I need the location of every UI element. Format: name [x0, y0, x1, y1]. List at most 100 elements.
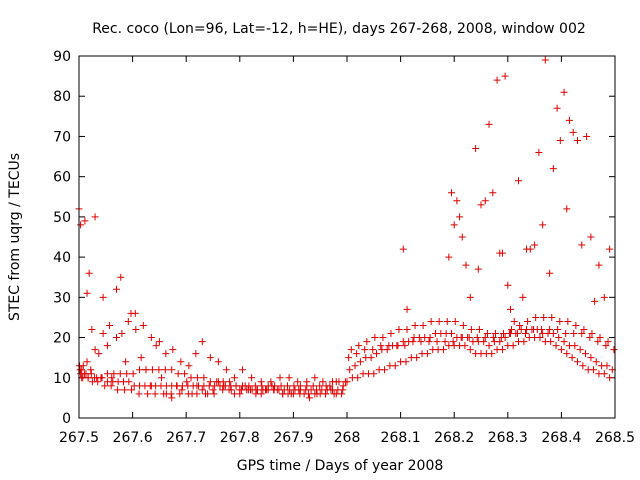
data-point [417, 338, 425, 346]
y-tick-label: 60 [53, 170, 71, 186]
data-point [443, 317, 451, 325]
data-point [113, 334, 121, 342]
data-point [521, 330, 529, 338]
data-point [248, 374, 256, 382]
data-point [214, 358, 222, 366]
data-point [284, 382, 292, 390]
data-point [481, 197, 489, 205]
data-point [466, 346, 474, 354]
data-point [579, 362, 587, 370]
data-point [472, 145, 480, 153]
data-point [148, 366, 156, 374]
data-point [84, 374, 92, 382]
data-point [210, 390, 218, 398]
data-point [459, 321, 467, 329]
data-point [122, 358, 130, 366]
data-point [399, 245, 407, 253]
data-point [183, 378, 191, 386]
data-point [504, 281, 512, 289]
data-point [489, 334, 497, 342]
data-point [257, 378, 265, 386]
data-point [77, 221, 85, 229]
data-point [338, 390, 346, 398]
data-point [519, 293, 527, 301]
data-point [345, 354, 353, 362]
data-point [402, 358, 410, 366]
data-point [587, 354, 595, 362]
data-point [94, 378, 102, 386]
data-point [520, 338, 528, 346]
data-point [592, 358, 600, 366]
data-point [377, 342, 385, 350]
data-point [498, 249, 506, 257]
data-point [125, 378, 133, 386]
data-point [309, 382, 317, 390]
data-point [426, 334, 434, 342]
y-axis-ticks: 0 10 20 30 40 50 60 70 80 90 [53, 49, 615, 427]
data-point [423, 350, 431, 358]
data-point [549, 165, 557, 173]
data-point [419, 321, 427, 329]
data-point [461, 342, 469, 350]
data-point [600, 293, 608, 301]
data-point [453, 197, 461, 205]
data-point [319, 378, 327, 386]
data-point [226, 378, 234, 386]
data-point [155, 338, 163, 346]
data-point [485, 342, 493, 350]
data-point [473, 334, 481, 342]
data-point [578, 241, 586, 249]
data-point [277, 382, 285, 390]
data-point [167, 390, 175, 398]
data-point [290, 382, 298, 390]
x-tick-label: 268 [334, 430, 361, 446]
data-point [168, 394, 176, 402]
y-tick-label: 10 [53, 371, 71, 387]
data-point [209, 386, 217, 394]
data-point [117, 273, 125, 281]
data-point [385, 342, 393, 350]
data-point [95, 350, 103, 358]
data-point [540, 313, 548, 321]
data-point [569, 128, 577, 136]
data-point [294, 378, 302, 386]
data-point [118, 330, 126, 338]
data-point [347, 346, 355, 354]
data-point [253, 386, 261, 394]
data-point [556, 317, 564, 325]
x-tick-label: 268.2 [434, 430, 474, 446]
data-point [546, 269, 554, 277]
data-point [121, 386, 129, 394]
data-point [509, 342, 517, 350]
data-point [462, 261, 470, 269]
data-point [346, 366, 354, 374]
data-point [497, 334, 505, 342]
data-point [200, 374, 208, 382]
data-point [403, 326, 411, 334]
plot-frame [78, 55, 616, 419]
data-point [445, 253, 453, 261]
data-point [139, 321, 147, 329]
data-point [296, 382, 304, 390]
data-point [279, 390, 287, 398]
data-point [547, 338, 555, 346]
data-point [606, 245, 614, 253]
data-point [103, 342, 111, 350]
data-point [91, 346, 99, 354]
data-point [563, 205, 571, 213]
data-point [563, 350, 571, 358]
data-point [596, 334, 604, 342]
data-point [116, 370, 124, 378]
x-tick-label: 267.6 [113, 430, 153, 446]
data-point [524, 317, 532, 325]
data-point [603, 362, 611, 370]
data-point [427, 317, 435, 325]
data-point [161, 366, 169, 374]
data-point [451, 317, 459, 325]
data-point [383, 346, 391, 354]
data-point [83, 289, 91, 297]
data-point [181, 370, 189, 378]
data-point [232, 382, 240, 390]
data-point [351, 362, 359, 370]
data-point [151, 390, 159, 398]
